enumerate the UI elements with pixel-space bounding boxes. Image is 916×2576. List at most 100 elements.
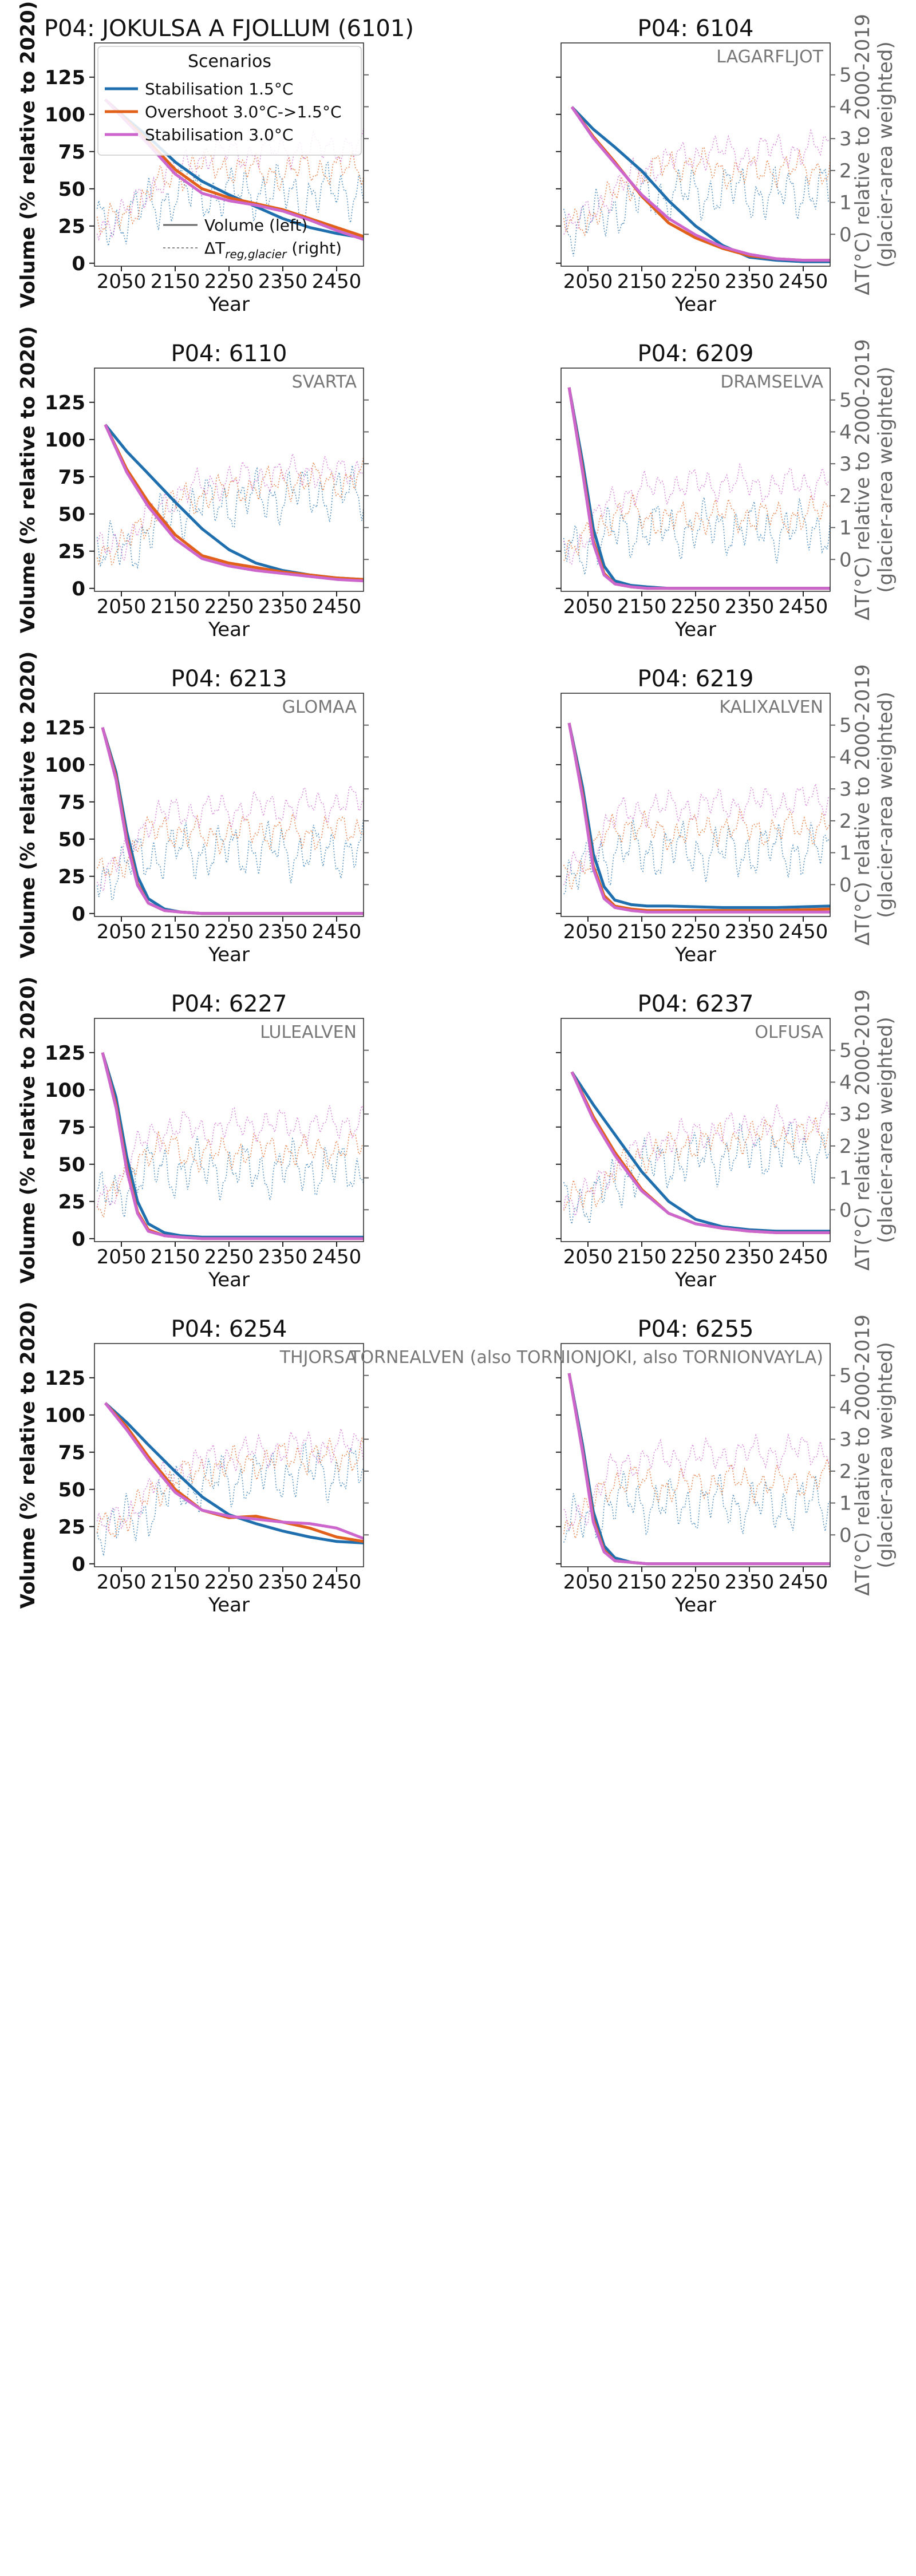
y2-tick-label: 2	[839, 810, 852, 833]
y-axis-label: Volume (% relative to 2020)	[17, 326, 40, 633]
x-tick-label: 2450	[312, 270, 362, 293]
x-tick-label: 2150	[151, 920, 200, 943]
region-label: DRAMSELVA	[720, 372, 823, 392]
y-tick-label: 75	[58, 1116, 85, 1139]
y2-tick-label: 5	[839, 714, 852, 737]
legend-dashed-tail: (right)	[286, 239, 342, 258]
x-tick-label: 2050	[97, 1571, 147, 1594]
volume-line-2	[101, 727, 364, 915]
volume-line-2	[570, 1071, 830, 1234]
x-tick-label: 2250	[671, 1571, 721, 1594]
temperature-line-0	[96, 465, 364, 570]
y-tick-label: 0	[72, 578, 85, 600]
x-tick-label: 2150	[151, 1246, 200, 1269]
region-label: OLFUSA	[755, 1022, 823, 1042]
y2-axis-label-1: ΔT(°C) relative to 2000-2019	[851, 989, 874, 1270]
temperature-line-2	[563, 782, 830, 886]
y-axis-label: Volume (% relative to 2020)	[17, 651, 40, 958]
region-label: TORNEALVEN (also TORNIONJOKI, also TORNI…	[349, 1348, 823, 1368]
y2-tick-label: 0	[839, 1199, 852, 1222]
y-tick-label: 25	[58, 866, 85, 888]
subplot-title: P04: 6254	[171, 1316, 287, 1342]
volume-line-1	[104, 424, 364, 581]
y2-tick-label: 4	[839, 421, 852, 444]
legend-dashed-label: ΔTreg,glacier (right)	[204, 239, 342, 261]
x-tick-label: 2350	[258, 1246, 308, 1269]
temperature-line-0	[563, 497, 830, 575]
x-tick-label: 2350	[258, 920, 308, 943]
x-tick-label: 2250	[671, 595, 721, 618]
y2-tick-label: 3	[839, 778, 852, 801]
temperature-line-2	[97, 452, 364, 561]
region-label: KALIXALVEN	[719, 697, 823, 717]
legend-dashed-main: ΔT	[204, 239, 226, 258]
plot-frame	[94, 693, 364, 917]
temperature-line-2	[96, 1427, 364, 1532]
temperature-line-0	[96, 161, 364, 246]
temperature-line-0	[563, 166, 830, 256]
y-tick-label: 0	[72, 1228, 85, 1251]
y-tick-label: 25	[58, 1191, 85, 1214]
temperature-line-1	[96, 1130, 364, 1219]
x-tick-label: 2250	[204, 270, 254, 293]
temperature-line-1	[563, 492, 830, 561]
temperature-line-0	[96, 817, 364, 900]
y-tick-label: 0	[72, 252, 85, 275]
y-tick-label: 125	[45, 66, 85, 89]
x-tick-label: 2050	[97, 1246, 147, 1269]
x-tick-label: 2050	[563, 920, 613, 943]
x-axis-label: Year	[208, 1594, 250, 1617]
x-tick-label: 2450	[312, 1246, 362, 1269]
subplot-title: P04: 6219	[637, 666, 753, 692]
y2-tick-label: 1	[839, 1492, 852, 1515]
legend-label-0: Stabilisation 1.5°C	[145, 80, 293, 98]
x-tick-label: 2450	[312, 595, 362, 618]
y2-tick-label: 4	[839, 96, 852, 118]
y2-tick-label: 2	[839, 1460, 852, 1483]
x-axis-label: Year	[674, 1269, 716, 1291]
x-tick-label: 2350	[258, 1571, 308, 1594]
x-tick-label: 2350	[258, 270, 308, 293]
region-label: LAGARFLJOT	[716, 47, 823, 67]
y2-axis-label-1: ΔT(°C) relative to 2000-2019	[851, 1314, 874, 1595]
subplot-title: P04: 6213	[171, 666, 287, 692]
x-tick-label: 2150	[151, 1571, 200, 1594]
legend-box	[97, 46, 362, 156]
y-tick-label: 0	[72, 903, 85, 926]
subplot-title: P04: JOKULSA A FJOLLUM (6101)	[44, 15, 414, 42]
x-tick-label: 2250	[204, 595, 254, 618]
volume-line-2	[570, 106, 830, 262]
subplot-0: 2050 2150 2250 2350 2450Year0255075100125Vol…	[17, 1, 414, 316]
volume-line-1	[567, 387, 830, 590]
y-axis-label: Volume (% relative to 2020)	[17, 977, 40, 1283]
temperature-line-2	[563, 1101, 830, 1218]
y2-axis-label-1: ΔT(°C) relative to 2000-2019	[851, 14, 874, 295]
y-tick-label: 75	[58, 466, 85, 489]
subplot-title: P04: 6237	[637, 991, 753, 1017]
x-tick-label: 2450	[312, 1571, 362, 1594]
x-tick-label: 2450	[779, 270, 828, 293]
y-tick-label: 50	[58, 828, 85, 851]
y-tick-label: 125	[45, 392, 85, 414]
temperature-line-1	[563, 146, 830, 237]
subplot-2: 2050 2150 2250 2350 2450 Year 0 25 50 75 100 125Vol…	[17, 326, 369, 641]
x-axis-label: Year	[208, 293, 250, 316]
x-axis-label: Year	[208, 943, 250, 966]
legend-label-1: Overshoot 3.0°C->1.5°C	[145, 102, 342, 121]
x-tick-label: 2250	[204, 1246, 254, 1269]
volume-line-2	[104, 1402, 364, 1540]
x-axis-label: Year	[208, 618, 250, 641]
y-tick-label: 125	[45, 1042, 85, 1065]
temperature-line-2	[96, 1104, 364, 1208]
volume-line-2	[101, 1052, 364, 1240]
x-tick-label: 2350	[725, 270, 775, 293]
volume-line-0	[101, 1052, 364, 1239]
y2-tick-label: 1	[839, 517, 852, 540]
region-label: GLOMAA	[282, 697, 357, 717]
y-tick-label: 100	[45, 429, 85, 452]
subplot-6: 2050 2150 2250 2350 2450 Year 0 25 50 75 100 125Vol…	[17, 977, 369, 1291]
x-tick-label: 2250	[671, 1246, 721, 1269]
y-tick-label: 125	[45, 717, 85, 740]
volume-line-1	[104, 1402, 364, 1543]
region-label: SVARTA	[292, 372, 357, 392]
